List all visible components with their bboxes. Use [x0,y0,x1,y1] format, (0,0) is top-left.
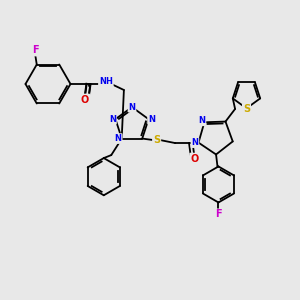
Text: N: N [198,116,206,125]
Text: N: N [148,115,155,124]
Text: O: O [81,94,89,105]
Text: NH: NH [99,77,113,86]
Text: N: N [109,115,116,124]
Text: F: F [32,45,39,56]
Text: S: S [243,104,250,114]
Text: N: N [115,134,122,143]
Text: O: O [190,154,199,164]
Text: F: F [215,209,222,220]
Text: N: N [191,138,198,147]
Text: N: N [128,103,136,112]
Text: S: S [153,135,160,145]
